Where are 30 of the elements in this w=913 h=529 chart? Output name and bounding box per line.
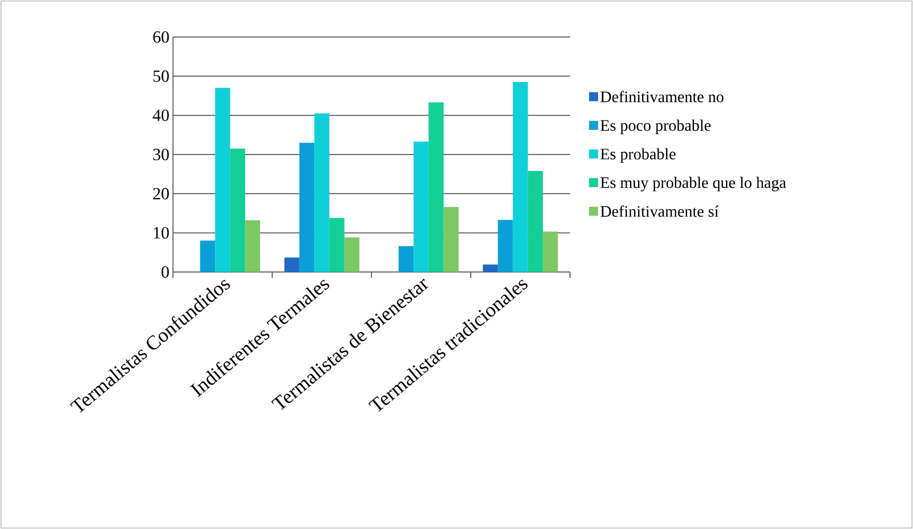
y-tick-label: 30	[153, 148, 169, 160]
y-tick-label: 50	[153, 70, 169, 82]
bar	[314, 113, 330, 272]
legend-label: Definitivamente sí	[600, 205, 719, 217]
bar	[428, 102, 444, 272]
bar	[299, 142, 314, 272]
y-tick-label: 10	[154, 227, 169, 239]
y-tick-label: 20	[153, 188, 169, 200]
bar	[284, 257, 300, 272]
bar	[444, 206, 459, 272]
y-tick-label: 60	[153, 31, 169, 43]
bar	[498, 220, 513, 272]
legend-label: Es probable	[600, 148, 676, 163]
bar	[245, 220, 260, 272]
bar	[200, 240, 216, 272]
legend-label: Es muy probable que lo haga	[600, 176, 786, 192]
bar	[414, 142, 429, 272]
bar	[215, 88, 230, 272]
legend-label: Definitivamente no	[600, 90, 724, 102]
y-tick-label: 40	[152, 110, 169, 122]
legend-label: Es poco probable	[600, 120, 711, 134]
bar	[230, 148, 246, 272]
bar	[482, 264, 498, 272]
y-tick-label: 0	[162, 266, 169, 278]
bar	[329, 218, 344, 272]
bar	[542, 232, 558, 272]
bar	[398, 246, 414, 272]
bar	[512, 82, 528, 272]
bar	[528, 170, 543, 272]
bar	[344, 238, 360, 272]
